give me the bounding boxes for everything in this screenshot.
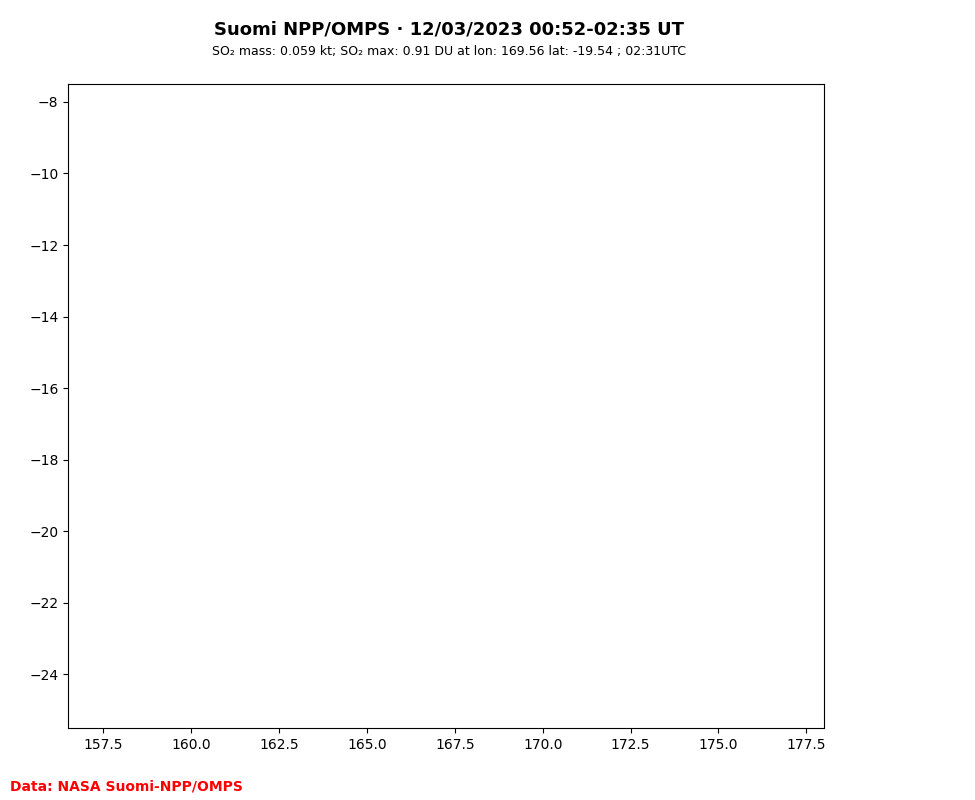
Text: Data: NASA Suomi-NPP/OMPS: Data: NASA Suomi-NPP/OMPS: [10, 779, 243, 794]
Text: Suomi NPP/OMPS · 12/03/2023 00:52-02:35 UT: Suomi NPP/OMPS · 12/03/2023 00:52-02:35 …: [214, 20, 683, 38]
Text: SO₂ mass: 0.059 kt; SO₂ max: 0.91 DU at lon: 169.56 lat: -19.54 ; 02:31UTC: SO₂ mass: 0.059 kt; SO₂ max: 0.91 DU at …: [212, 45, 685, 58]
